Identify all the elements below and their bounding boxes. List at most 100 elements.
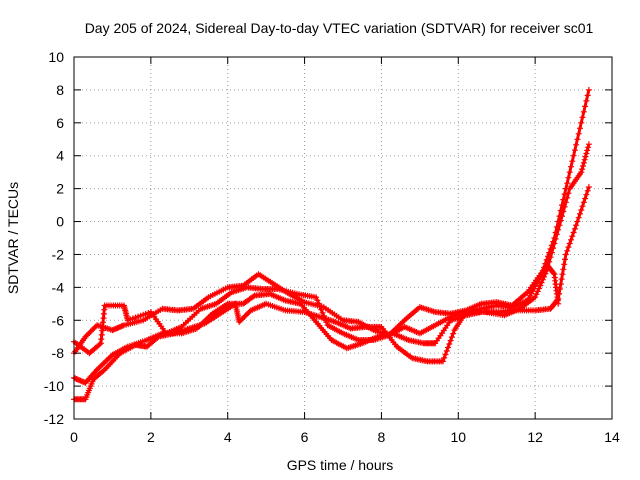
y-tick-label: -4 xyxy=(52,279,65,295)
data-point xyxy=(564,180,571,187)
data-point xyxy=(562,256,568,263)
data-point xyxy=(447,337,454,344)
y-tick-label: 4 xyxy=(56,148,64,164)
y-tick-label: 6 xyxy=(56,115,64,131)
data-point xyxy=(561,261,568,268)
data-point xyxy=(443,348,450,354)
data-point xyxy=(533,291,540,298)
data-point xyxy=(558,276,565,283)
data-point xyxy=(555,300,562,307)
y-tick-label: -2 xyxy=(52,246,65,262)
data-point xyxy=(579,114,586,121)
data-point xyxy=(570,229,577,236)
data-point xyxy=(573,222,580,229)
data-point xyxy=(313,294,320,301)
y-tick-label: 8 xyxy=(56,82,64,98)
x-tick-label: 8 xyxy=(378,429,386,445)
data-point xyxy=(585,144,592,151)
data-point xyxy=(568,163,574,170)
data-point xyxy=(96,341,103,348)
data-point xyxy=(564,194,571,201)
series-layer xyxy=(71,86,592,403)
data-point xyxy=(583,97,590,104)
y-tick-label: -8 xyxy=(52,345,65,361)
data-point xyxy=(581,156,588,163)
data-point xyxy=(450,330,457,337)
x-tick-label: 6 xyxy=(301,429,309,445)
data-point xyxy=(579,166,586,173)
x-tick-label: 12 xyxy=(527,429,543,445)
data-point xyxy=(579,203,586,210)
data-point xyxy=(556,286,563,292)
data-point xyxy=(536,285,542,292)
data-point xyxy=(561,203,568,210)
data-point xyxy=(571,225,578,232)
data-point xyxy=(575,130,582,137)
data-point xyxy=(564,247,571,254)
data-point xyxy=(577,125,583,132)
data-point xyxy=(561,191,568,198)
data-point xyxy=(446,341,453,347)
data-point xyxy=(580,163,586,169)
data-point xyxy=(578,169,585,176)
data-point xyxy=(318,306,325,313)
data-point xyxy=(565,174,572,181)
data-point xyxy=(582,103,589,110)
y-tick-label: 0 xyxy=(56,214,64,230)
data-point xyxy=(574,218,581,225)
data-point xyxy=(585,141,592,148)
data-point xyxy=(562,199,569,206)
data-point xyxy=(560,208,567,215)
y-tick-label: 2 xyxy=(56,181,64,197)
data-point xyxy=(439,358,446,365)
y-tick-label: -10 xyxy=(44,378,64,394)
plot-frame xyxy=(73,56,613,420)
data-point xyxy=(555,226,562,233)
data-point xyxy=(569,233,576,240)
data-point xyxy=(580,108,587,115)
y-tick-label: -6 xyxy=(52,312,65,328)
data-point xyxy=(550,270,557,277)
data-point xyxy=(584,147,591,154)
series-track-d xyxy=(71,261,562,403)
chart-title: Day 205 of 2024, Sidereal Day-to-day VTE… xyxy=(85,20,594,36)
data-point xyxy=(566,240,573,247)
data-point xyxy=(553,231,560,238)
x-tick-label: 4 xyxy=(224,429,232,445)
data-point xyxy=(441,354,448,361)
data-point xyxy=(582,195,589,202)
y-tick-label: 10 xyxy=(48,49,64,65)
data-point xyxy=(316,303,323,310)
data-point xyxy=(571,147,578,154)
data-point xyxy=(575,214,582,221)
data-point xyxy=(538,279,545,286)
data-point xyxy=(559,271,566,278)
data-point xyxy=(552,235,559,242)
data-point xyxy=(580,159,587,166)
data-point xyxy=(548,249,555,256)
data-point xyxy=(315,300,322,307)
data-point xyxy=(448,334,455,341)
data-point xyxy=(557,217,564,224)
data-point xyxy=(585,184,592,190)
data-point xyxy=(565,190,572,197)
data-point xyxy=(578,207,585,213)
data-point xyxy=(547,254,554,261)
data-point xyxy=(319,309,326,316)
data-point xyxy=(565,244,572,251)
x-axis-label: GPS time / hours xyxy=(287,457,394,473)
data-point xyxy=(559,213,565,220)
data-point xyxy=(569,158,576,165)
data-point xyxy=(583,191,590,198)
data-point xyxy=(534,288,541,295)
data-point xyxy=(573,141,580,148)
data-point xyxy=(560,266,567,273)
data-point xyxy=(557,281,564,288)
data-point xyxy=(550,245,557,252)
x-tick-label: 14 xyxy=(604,429,620,445)
data-point xyxy=(570,152,577,159)
data-point xyxy=(532,294,539,301)
axis-ticks: 0 2 4 6 8 10 12 14 -12 -10 -8 -6 -4 -2 0 2 4 6 8 10 xyxy=(44,49,620,445)
data-point xyxy=(574,136,581,143)
